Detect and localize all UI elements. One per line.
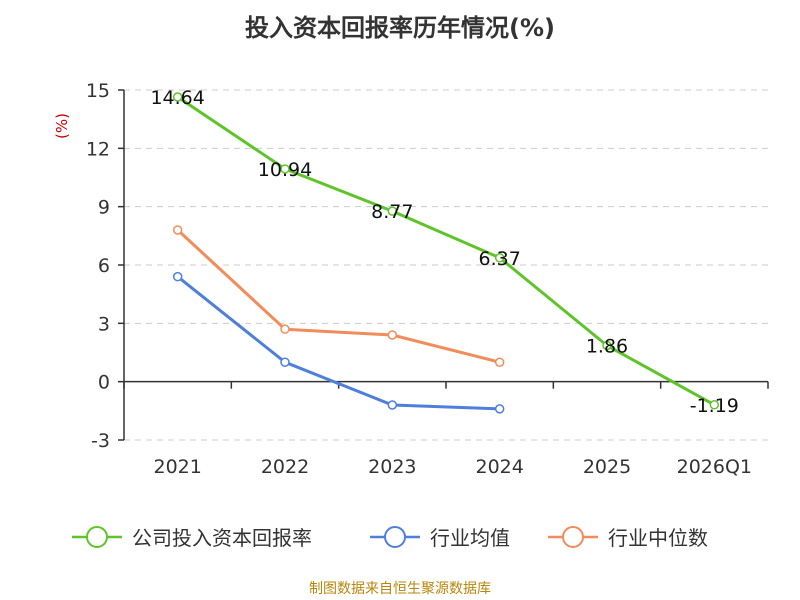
data-point bbox=[280, 357, 290, 367]
legend-marker bbox=[86, 526, 108, 548]
y-tick-label: 9 bbox=[98, 197, 110, 219]
data-point bbox=[602, 340, 612, 351]
chart-title: 投入资本回报率历年情况(%) bbox=[245, 14, 555, 42]
data-label: 8.77 bbox=[371, 201, 413, 223]
series-line bbox=[176, 95, 716, 407]
legend-label: 行业均值 bbox=[430, 526, 510, 550]
x-tick-label: 2021 bbox=[153, 456, 201, 478]
legend-marker bbox=[562, 526, 584, 548]
y-tick-label: 12 bbox=[86, 138, 110, 160]
y-tick-label: 0 bbox=[98, 372, 110, 394]
data-point bbox=[387, 400, 398, 410]
x-tick-label: 2022 bbox=[261, 456, 309, 478]
data-label: 10.94 bbox=[258, 159, 312, 181]
data-point bbox=[172, 225, 183, 235]
source-note: 制图数据来自恒生聚源数据库 bbox=[309, 581, 491, 597]
x-tick-label: 2024 bbox=[475, 456, 523, 478]
y-axis-label: (%) bbox=[53, 113, 71, 139]
data-label: 6.37 bbox=[479, 248, 521, 270]
data-point bbox=[280, 164, 290, 174]
x-tick-label: 2026Q1 bbox=[677, 456, 752, 478]
data-point bbox=[709, 400, 720, 410]
legend-marker bbox=[384, 526, 406, 548]
y-tick-label: -3 bbox=[91, 430, 110, 452]
series-line bbox=[176, 228, 502, 364]
data-point bbox=[387, 330, 398, 340]
y-tick-label: 15 bbox=[86, 80, 110, 102]
data-point bbox=[280, 324, 290, 334]
data-point bbox=[387, 206, 398, 216]
legend-item: 公司投入资本回报率 bbox=[72, 526, 312, 550]
x-tick-label: 2025 bbox=[583, 456, 631, 478]
series-line bbox=[176, 275, 502, 411]
y-tick-label: 6 bbox=[98, 255, 110, 277]
data-point bbox=[494, 357, 505, 367]
legend-item: 行业均值 bbox=[370, 526, 510, 550]
legend-label: 行业中位数 bbox=[608, 526, 708, 550]
legend-label: 公司投入资本回报率 bbox=[132, 526, 312, 550]
data-label: -1.19 bbox=[690, 395, 739, 417]
y-tick-label: 3 bbox=[98, 313, 110, 335]
data-point bbox=[172, 271, 183, 282]
data-label: 1.86 bbox=[586, 336, 628, 358]
x-tick-label: 2023 bbox=[368, 456, 416, 478]
data-point bbox=[494, 404, 505, 414]
data-point bbox=[172, 92, 183, 102]
legend-item: 行业中位数 bbox=[548, 526, 708, 550]
data-point bbox=[494, 253, 505, 263]
data-label: 14.64 bbox=[150, 87, 204, 109]
